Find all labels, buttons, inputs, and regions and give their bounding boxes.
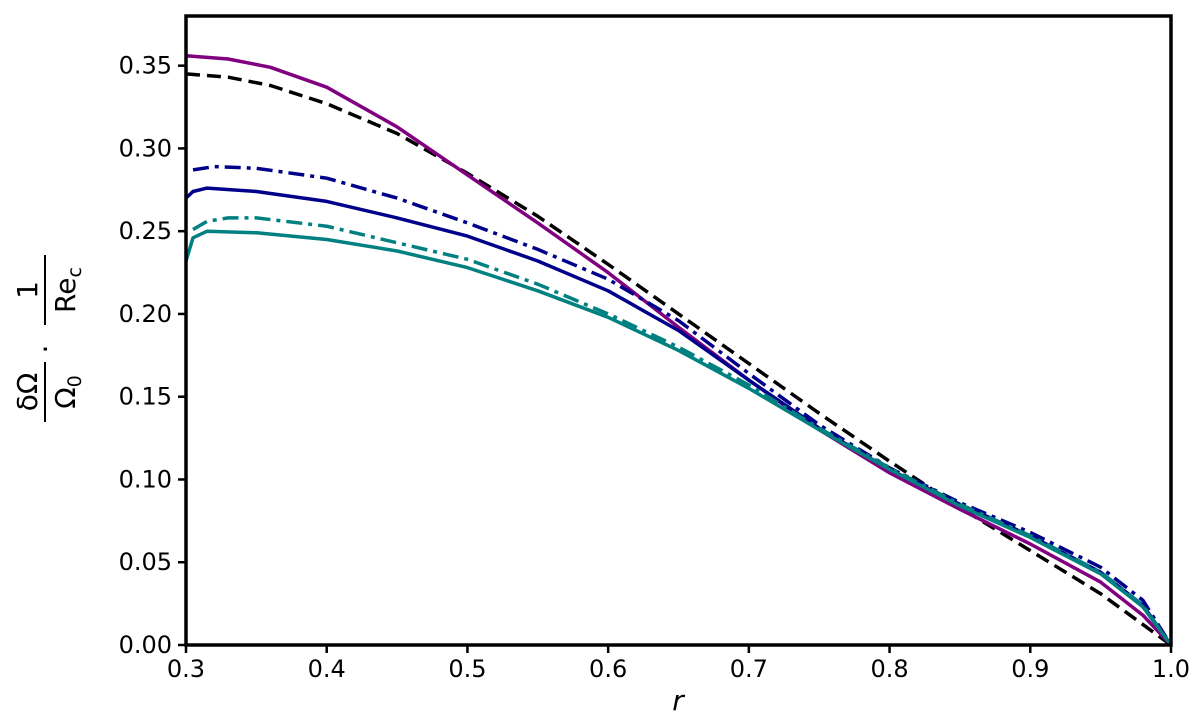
series-line-6 — [184, 229, 1173, 647]
y-label-denominator: Ω0 — [49, 375, 86, 409]
y-axis-label: δΩ Ω0 · 1 Rec — [11, 255, 86, 422]
y-axis-ticks: 0.00 0.05 0.10 0.15 0.20 0.25 0.30 0.35 — [119, 52, 186, 659]
series-line-2 — [185, 53, 1173, 647]
y-label-numerator: δΩ — [11, 373, 44, 412]
y-tick-label: 0.10 — [119, 465, 172, 493]
series-line-3 — [192, 164, 1173, 646]
x-axis-ticks: 0.3 0.4 0.5 0.6 0.7 0.8 0.9 1.0 — [167, 645, 1190, 683]
x-tick-label: 0.7 — [730, 655, 768, 683]
x-tick-label: 0.3 — [167, 655, 205, 683]
x-tick-label: 1.0 — [1152, 655, 1190, 683]
x-tick-label: 0.8 — [870, 655, 908, 683]
plot-frame — [184, 14, 1173, 647]
x-tick-label: 0.6 — [589, 655, 627, 683]
y-tick-label: 0.25 — [119, 217, 172, 245]
y-tick-label: 0.05 — [119, 548, 172, 576]
y-tick-label: 0.15 — [119, 383, 172, 411]
y-tick-label: 0.20 — [119, 300, 172, 328]
x-tick-label: 0.9 — [1011, 655, 1049, 683]
x-axis-label: r — [672, 684, 685, 717]
series-line-4 — [184, 186, 1173, 647]
y-label-frac-denominator: Rec — [49, 267, 86, 313]
series-layer — [184, 53, 1173, 647]
y-tick-label: 0.00 — [119, 631, 172, 659]
x-tick-label: 0.4 — [308, 655, 346, 683]
x-tick-label: 0.5 — [448, 655, 486, 683]
y-label-frac-numerator: 1 — [11, 281, 44, 299]
series-line-1 — [185, 72, 1173, 647]
y-tick-label: 0.35 — [119, 52, 172, 80]
y-label-dot: · — [29, 345, 62, 354]
series-line-5 — [192, 216, 1173, 647]
y-tick-label: 0.30 — [119, 134, 172, 162]
